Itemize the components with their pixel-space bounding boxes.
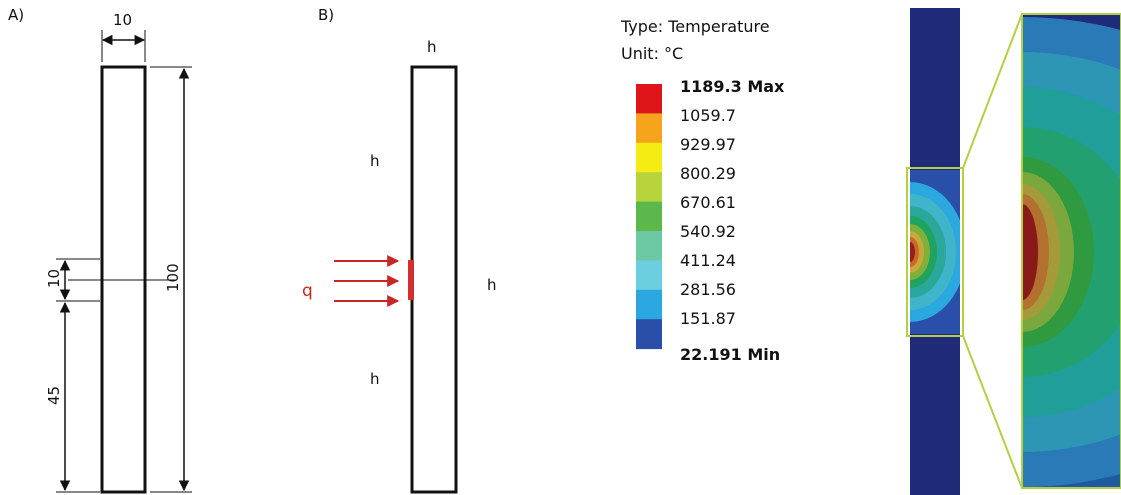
panel-b-label: B) <box>318 6 334 24</box>
specimen-bar-bc <box>410 65 458 494</box>
width-dimension-label: 10 <box>113 11 132 29</box>
heat-flux-patch <box>408 260 414 300</box>
convection-label-right: h <box>487 276 497 294</box>
legend-value: 800.29 <box>680 164 736 183</box>
legend-value: 540.92 <box>680 222 736 241</box>
legend-swatch <box>636 201 662 232</box>
legend-color-bar <box>636 84 662 350</box>
legend-swatch <box>636 172 662 203</box>
legend-type: Type: Temperature <box>620 17 770 36</box>
legend-swatch <box>636 231 662 261</box>
legend-value: 929.97 <box>680 135 736 154</box>
convection-label-left-upper: h <box>370 152 380 170</box>
panel-a-geometry: A) 10 100 10 45 <box>8 6 192 494</box>
zoom-connector-top <box>962 13 1023 169</box>
height-dimension-label: 100 <box>164 263 182 292</box>
temperature-legend: Type: Temperature Unit: °C 1189.3 Max 10… <box>620 17 785 364</box>
legend-swatch <box>636 113 662 144</box>
zoom-callout-box <box>906 167 964 337</box>
legend-value: 281.56 <box>680 280 736 299</box>
legend-swatch <box>636 84 662 114</box>
legend-swatch <box>636 260 662 291</box>
legend-value: 670.61 <box>680 193 736 212</box>
heat-flux-label: q <box>302 281 313 301</box>
legend-value: 411.24 <box>680 251 736 270</box>
legend-unit: Unit: °C <box>621 44 683 63</box>
legend-max-label: 1189.3 Max <box>680 77 785 96</box>
temperature-contour-zoom <box>1021 13 1121 489</box>
panel-a-label: A) <box>8 6 24 24</box>
zoom-connector-bottom <box>962 335 1023 489</box>
temperature-contour-full <box>906 8 964 495</box>
contour-heated-region <box>910 170 960 334</box>
legend-value: 151.87 <box>680 309 736 328</box>
legend-min-label: 22.191 Min <box>680 345 780 364</box>
heat-zone-dimension-label: 10 <box>45 269 63 288</box>
zoom-frame <box>1021 13 1121 489</box>
legend-value: 1059.7 <box>680 106 736 125</box>
legend-swatch <box>636 319 662 350</box>
convection-label-top: h <box>427 38 437 56</box>
convection-label-left-lower: h <box>370 370 380 388</box>
legend-swatch <box>636 289 662 320</box>
lower-dimension-label: 45 <box>45 386 63 405</box>
panel-b-boundary-conditions: B) h h h h q <box>302 6 497 494</box>
legend-swatch <box>636 142 662 173</box>
